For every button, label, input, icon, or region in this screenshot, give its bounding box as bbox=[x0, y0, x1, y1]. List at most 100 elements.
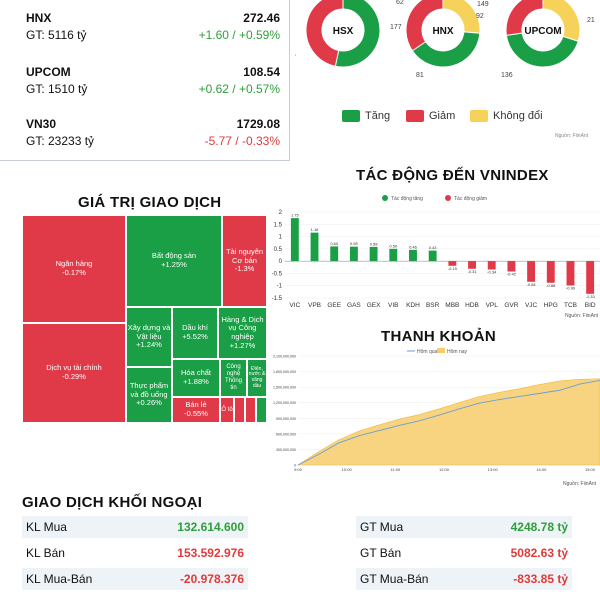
impact-value-label: 0.60 bbox=[330, 241, 339, 246]
treemap-cell: Công nghệ Thông tin bbox=[220, 359, 247, 397]
donut-value-label: 155 bbox=[295, 52, 296, 59]
liquidity-area-today bbox=[296, 378, 600, 466]
donut-center-label: HSX bbox=[333, 26, 354, 37]
liquidity-legend: Hôm qua Hôm nay bbox=[407, 348, 468, 355]
foreign-value: 5082.63 tỷ bbox=[510, 546, 568, 560]
impact-value-label: -0.34 bbox=[487, 269, 497, 274]
impact-category-label: VPB bbox=[308, 302, 321, 309]
treemap-cell: Hàng & Dịch vụ Công nghiệp +1.27% bbox=[218, 307, 267, 359]
index-name: HNX bbox=[26, 11, 52, 25]
donut-value-label: 213 bbox=[587, 17, 595, 24]
impact-bar bbox=[349, 246, 358, 262]
foreign-title: GIAO DỊCH KHỐI NGOẠI bbox=[22, 494, 203, 511]
liquidity-series bbox=[296, 378, 600, 466]
impact-value-label: -0.42 bbox=[507, 271, 517, 276]
liquidity-line-yesterday bbox=[297, 379, 600, 466]
donut-slice-down bbox=[305, 0, 344, 67]
impact-bar bbox=[487, 261, 496, 270]
impact-bar bbox=[409, 249, 417, 262]
breadth-donuts: HSX 177 155 HNX 62 92 81 UPCOM 149 213 136 bbox=[295, 0, 595, 79]
legend-up: Tăng bbox=[342, 110, 390, 122]
impact-value-label: 0.59 bbox=[350, 241, 359, 246]
treemap-cell bbox=[234, 397, 245, 423]
treemap-cell: Ngân hàng -0.17% bbox=[22, 215, 126, 323]
impact-value-label: -1.33 bbox=[586, 294, 596, 299]
impact-bars: 1.75 VIC 1.16 VPB 0.60 GEE 0.59 GAS 0.58 GEX 0.50 V… bbox=[289, 213, 595, 309]
index-value: 108.54 bbox=[243, 65, 280, 79]
impact-bar bbox=[369, 246, 378, 262]
impact-value-label: -0.84 bbox=[527, 282, 537, 287]
liquidity-title: THANH KHOẢN bbox=[381, 328, 496, 345]
impact-bar bbox=[428, 250, 437, 262]
foreign-label: GT Bán bbox=[360, 546, 402, 560]
donut-hsx: HSX 177 155 bbox=[295, 0, 402, 68]
foreign-label: KL Mua-Bán bbox=[26, 572, 93, 586]
foreign-value: 132.614.600 bbox=[177, 520, 244, 534]
donut-upcom: UPCOM 149 213 136 bbox=[477, 0, 595, 79]
liquidity-ytick: 1,500,000,000 bbox=[273, 386, 296, 390]
liquidity-xtick: 12:00 bbox=[439, 467, 450, 472]
index-card-vn30: VN30 GT: 23233 tỷ 1729.08 -5.77 / -0.33% bbox=[22, 114, 284, 156]
impact-value-label: 0.50 bbox=[389, 243, 398, 248]
donut-slice-down bbox=[505, 0, 544, 36]
treemap-cell: Dầu khí +5.52% bbox=[172, 307, 218, 359]
liquidity-ytick: 0 bbox=[294, 464, 296, 468]
legend-neg-dot bbox=[445, 195, 451, 201]
donut-slice-up bbox=[334, 0, 381, 68]
index-card-hnx: HNX GT: 5116 tỷ 272.46 +1.60 / +0.59% bbox=[22, 8, 284, 50]
treemap-cell: Ô tô bbox=[220, 397, 234, 423]
impact-category-label: HPG bbox=[544, 302, 558, 309]
legend-down-label: Giảm bbox=[429, 110, 456, 122]
index-turnover: GT: 23233 tỷ bbox=[26, 134, 95, 148]
foreign-row-net-value: GT Mua-Bán -833.85 tỷ bbox=[356, 568, 572, 590]
index-value: 272.46 bbox=[243, 11, 280, 25]
foreign-value: -833.85 tỷ bbox=[513, 572, 568, 586]
legend-flat-swatch bbox=[470, 110, 488, 122]
treemap-cell: Điện, nước & xăng dầu bbox=[247, 359, 267, 397]
donut-value-label: 136 bbox=[501, 72, 513, 79]
foreign-label: GT Mua bbox=[360, 520, 404, 534]
legend-flat-label: Không đổi bbox=[493, 110, 543, 122]
liquidity-ytick: 2,100,000,000 bbox=[273, 355, 296, 359]
treemap-cell: Hóa chất +1.88% bbox=[172, 359, 220, 397]
legend-pos-label: Tác động tăng bbox=[391, 196, 423, 202]
index-change: -5.77 / -0.33% bbox=[204, 134, 280, 148]
legend-up-label: Tăng bbox=[365, 110, 391, 122]
donut-center-label: HNX bbox=[432, 26, 453, 37]
liquidity-xtick: 14:00 bbox=[536, 467, 547, 472]
impact-category-label: KDH bbox=[406, 302, 420, 309]
impact-category-label: GEX bbox=[367, 302, 381, 309]
foreign-row-sell-value: GT Bán 5082.63 tỷ bbox=[356, 542, 572, 564]
impact-category-label: VIC bbox=[289, 302, 300, 309]
impact-bar bbox=[310, 232, 319, 262]
impact-ytick: 1 bbox=[279, 235, 283, 241]
liquidity-xtick: 10:00 bbox=[342, 467, 353, 472]
foreign-row-buy-value: GT Mua 4248.78 tỷ bbox=[356, 516, 572, 538]
donut-value-label: 62 bbox=[396, 0, 404, 6]
liquidity-ytick: 900,000,000 bbox=[276, 417, 296, 421]
impact-ytick: -1.5 bbox=[272, 296, 283, 302]
treemap-cell: Bán lẻ -0.55% bbox=[172, 397, 220, 423]
foreign-label: KL Bán bbox=[26, 546, 65, 560]
impact-ytick: 0 bbox=[279, 259, 283, 265]
breadth-source: Nguồn: FiinAnt bbox=[555, 133, 589, 139]
impact-bar bbox=[546, 261, 555, 283]
legend-down-swatch bbox=[406, 110, 424, 122]
donut-value-label: 92 bbox=[476, 13, 484, 20]
index-name: VN30 bbox=[26, 117, 57, 131]
horizontal-divider bbox=[0, 160, 290, 161]
impact-bar bbox=[566, 261, 575, 286]
foreign-row-buy-volume: KL Mua 132.614.600 bbox=[22, 516, 248, 538]
donut-hnx: HNX 62 92 81 bbox=[396, 0, 484, 79]
impact-value-label: 0.58 bbox=[370, 241, 379, 246]
treemap-cell: Thực phẩm và đồ uống +0.26% bbox=[126, 367, 172, 423]
impact-value-label: -0.19 bbox=[448, 266, 458, 271]
impact-value-label: 0.46 bbox=[409, 244, 418, 249]
treemap-cell: Dịch vụ tài chính -0.29% bbox=[22, 323, 126, 423]
vertical-divider bbox=[289, 0, 290, 160]
liquidity-xtick: 15:00 bbox=[585, 467, 596, 472]
treemap-cell: Tài nguyên Cơ bản -1.3% bbox=[222, 215, 267, 307]
donut-value-label: 81 bbox=[416, 72, 424, 79]
index-value: 1729.08 bbox=[236, 117, 280, 131]
legend-neg-label: Tác động giảm bbox=[454, 196, 487, 202]
